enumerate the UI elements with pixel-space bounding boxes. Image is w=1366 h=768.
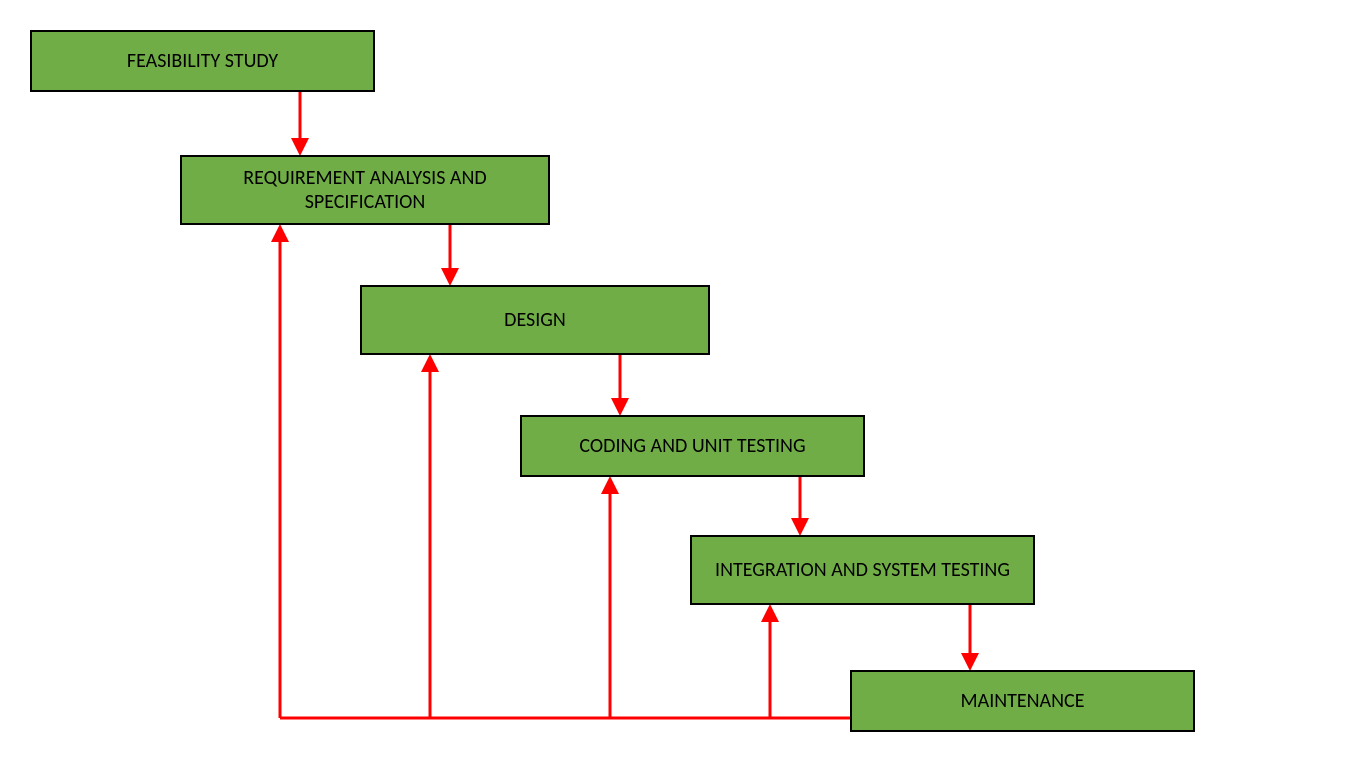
flowchart-node-n4: CODING AND UNIT TESTING: [520, 415, 865, 477]
flowchart-node-n1: FEASIBILITY STUDY: [30, 30, 375, 92]
flowchart-edges: [0, 0, 1366, 768]
flowchart-node-n6: MAINTENANCE: [850, 670, 1195, 732]
flowchart-node-n3: DESIGN: [360, 285, 710, 355]
flowchart-node-n2: REQUIREMENT ANALYSIS AND SPECIFICATION: [180, 155, 550, 225]
flowchart-node-n5: INTEGRATION AND SYSTEM TESTING: [690, 535, 1035, 605]
